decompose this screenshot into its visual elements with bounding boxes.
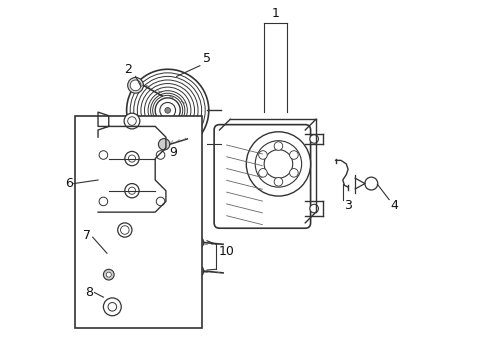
Circle shape: [246, 132, 310, 196]
Text: 3: 3: [344, 198, 351, 212]
Text: 5: 5: [203, 52, 210, 65]
Circle shape: [156, 197, 164, 206]
Circle shape: [121, 226, 129, 234]
Circle shape: [108, 302, 116, 311]
Circle shape: [158, 139, 169, 150]
Text: 2: 2: [124, 63, 132, 76]
Circle shape: [274, 142, 282, 150]
Circle shape: [106, 272, 111, 277]
Circle shape: [137, 80, 198, 141]
Circle shape: [128, 187, 135, 194]
Text: 4: 4: [390, 198, 398, 212]
Circle shape: [160, 103, 175, 118]
Circle shape: [103, 298, 121, 316]
Text: 7: 7: [83, 229, 91, 242]
Circle shape: [130, 73, 205, 148]
Circle shape: [127, 117, 136, 125]
Circle shape: [164, 108, 170, 113]
Circle shape: [99, 197, 107, 206]
Text: 10: 10: [218, 245, 234, 258]
Circle shape: [127, 77, 143, 93]
Circle shape: [103, 269, 114, 280]
Circle shape: [192, 265, 203, 277]
Circle shape: [148, 91, 187, 130]
Text: 1: 1: [271, 8, 279, 21]
Circle shape: [192, 237, 203, 248]
Text: 9: 9: [169, 146, 177, 159]
Circle shape: [309, 135, 318, 143]
Circle shape: [150, 93, 184, 127]
Circle shape: [141, 84, 194, 137]
Circle shape: [124, 184, 139, 198]
Circle shape: [155, 98, 180, 123]
Circle shape: [156, 151, 164, 159]
Circle shape: [99, 151, 107, 159]
Circle shape: [289, 151, 298, 159]
Text: 6: 6: [65, 177, 73, 190]
Circle shape: [255, 141, 301, 187]
Circle shape: [126, 69, 208, 152]
Circle shape: [274, 177, 282, 186]
Circle shape: [289, 168, 298, 177]
Circle shape: [364, 177, 377, 190]
Circle shape: [128, 155, 135, 162]
Circle shape: [264, 150, 292, 178]
Circle shape: [258, 168, 267, 177]
Bar: [75, 116, 201, 328]
Circle shape: [118, 223, 132, 237]
Circle shape: [134, 76, 201, 144]
Circle shape: [144, 87, 190, 134]
Circle shape: [124, 113, 140, 129]
Circle shape: [309, 204, 318, 213]
Circle shape: [258, 151, 267, 159]
Text: 8: 8: [85, 286, 93, 299]
Circle shape: [124, 152, 139, 166]
Circle shape: [152, 95, 183, 125]
Circle shape: [130, 80, 141, 91]
FancyBboxPatch shape: [214, 125, 310, 228]
